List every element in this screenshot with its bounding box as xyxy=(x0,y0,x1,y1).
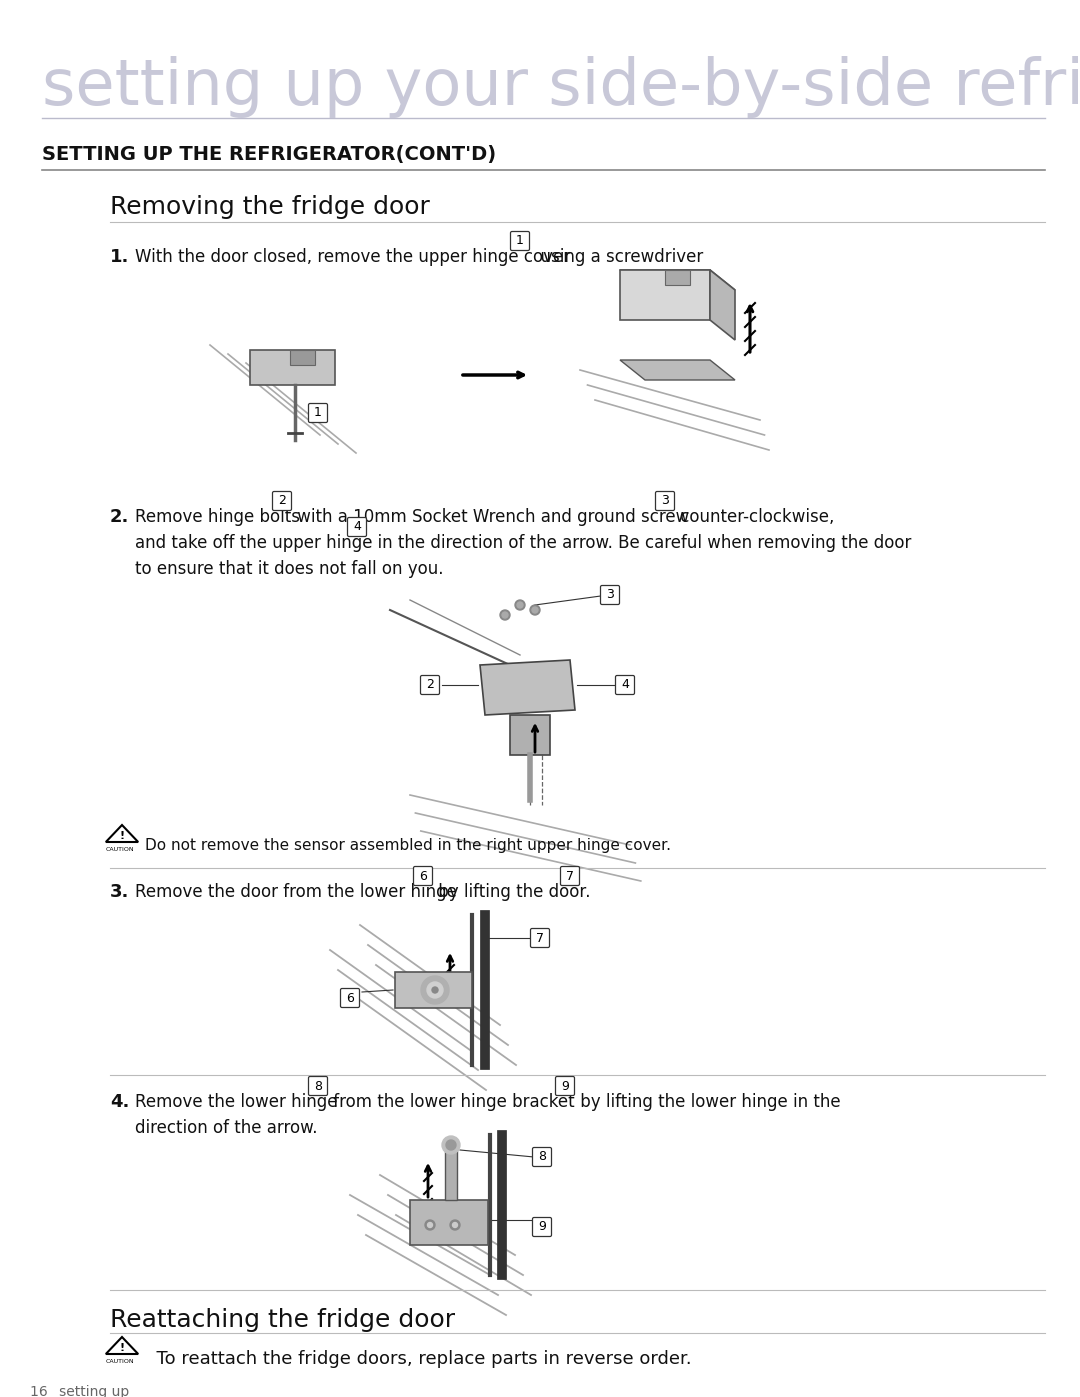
Text: by lifting the lower hinge in the: by lifting the lower hinge in the xyxy=(575,1092,840,1111)
Polygon shape xyxy=(510,715,550,754)
Text: 3: 3 xyxy=(661,495,669,507)
Polygon shape xyxy=(665,270,690,285)
Text: direction of the arrow.: direction of the arrow. xyxy=(135,1119,318,1137)
Text: and take off the upper hinge: and take off the upper hinge xyxy=(135,534,373,552)
Circle shape xyxy=(442,1136,460,1154)
FancyBboxPatch shape xyxy=(414,866,432,886)
Polygon shape xyxy=(620,360,735,380)
Text: with a 10mm Socket Wrench and ground screw: with a 10mm Socket Wrench and ground scr… xyxy=(292,509,689,527)
Text: With the door closed, remove the upper hinge cover: With the door closed, remove the upper h… xyxy=(135,249,570,265)
Text: Do not remove the sensor assembled in the right upper hinge cover.: Do not remove the sensor assembled in th… xyxy=(145,838,671,854)
Polygon shape xyxy=(106,826,138,842)
Text: CAUTION: CAUTION xyxy=(106,847,135,852)
Circle shape xyxy=(532,608,538,613)
Text: !: ! xyxy=(120,1343,124,1352)
Circle shape xyxy=(502,612,508,617)
Text: from the lower hinge bracket: from the lower hinge bracket xyxy=(328,1092,575,1111)
Circle shape xyxy=(450,1220,460,1229)
Text: 16_ setting up: 16_ setting up xyxy=(30,1384,130,1397)
Circle shape xyxy=(500,610,510,620)
Text: in the direction of the arrow. Be careful when removing the door: in the direction of the arrow. Be carefu… xyxy=(367,534,912,552)
Text: Reattaching the fridge door: Reattaching the fridge door xyxy=(110,1308,455,1331)
Polygon shape xyxy=(710,270,735,339)
Text: 9: 9 xyxy=(562,1080,569,1092)
FancyBboxPatch shape xyxy=(600,585,620,605)
FancyBboxPatch shape xyxy=(530,929,550,947)
Text: 3: 3 xyxy=(606,588,613,602)
Polygon shape xyxy=(410,1200,488,1245)
Text: Remove hinge bolts: Remove hinge bolts xyxy=(135,509,300,527)
Circle shape xyxy=(453,1222,458,1228)
Text: 8: 8 xyxy=(314,1080,322,1092)
Bar xyxy=(445,1146,457,1200)
Polygon shape xyxy=(291,351,315,365)
Text: 7: 7 xyxy=(536,932,544,944)
Text: 6: 6 xyxy=(346,992,354,1004)
Text: 1.: 1. xyxy=(110,249,130,265)
Text: using a screwdriver: using a screwdriver xyxy=(530,249,703,265)
Text: 2: 2 xyxy=(278,495,286,507)
Text: 6: 6 xyxy=(419,869,427,883)
Polygon shape xyxy=(249,351,335,386)
Text: to ensure that it does not fall on you.: to ensure that it does not fall on you. xyxy=(135,560,444,578)
FancyBboxPatch shape xyxy=(272,492,292,510)
Text: Remove the door from the lower hinge: Remove the door from the lower hinge xyxy=(135,883,457,901)
Text: Remove the lower hinge: Remove the lower hinge xyxy=(135,1092,337,1111)
Polygon shape xyxy=(395,972,472,1009)
Circle shape xyxy=(530,605,540,615)
Text: 4.: 4. xyxy=(110,1092,130,1111)
Text: 2.: 2. xyxy=(110,509,130,527)
FancyBboxPatch shape xyxy=(532,1147,552,1166)
Circle shape xyxy=(427,982,443,997)
Text: !: ! xyxy=(120,831,124,841)
Text: 2: 2 xyxy=(427,679,434,692)
Text: 1: 1 xyxy=(314,407,322,419)
Circle shape xyxy=(428,1222,432,1228)
FancyBboxPatch shape xyxy=(555,1077,575,1095)
Text: 7: 7 xyxy=(566,869,573,883)
Text: 9: 9 xyxy=(538,1221,545,1234)
Text: 1: 1 xyxy=(516,235,524,247)
Polygon shape xyxy=(620,270,710,320)
Text: .: . xyxy=(580,883,591,901)
Polygon shape xyxy=(620,270,735,291)
Text: 4: 4 xyxy=(353,521,361,534)
Text: SETTING UP THE REFRIGERATOR(CONT'D): SETTING UP THE REFRIGERATOR(CONT'D) xyxy=(42,145,496,163)
Text: by lifting the door: by lifting the door xyxy=(433,883,586,901)
Circle shape xyxy=(515,599,525,610)
Circle shape xyxy=(517,602,523,608)
FancyBboxPatch shape xyxy=(561,866,580,886)
FancyBboxPatch shape xyxy=(348,517,366,536)
Text: setting up your side-by-side refrigerator: setting up your side-by-side refrigerato… xyxy=(42,56,1080,117)
Text: 8: 8 xyxy=(538,1151,546,1164)
FancyBboxPatch shape xyxy=(532,1218,552,1236)
Circle shape xyxy=(426,1220,435,1229)
Circle shape xyxy=(432,988,438,993)
Text: To reattach the fridge doors, replace parts in reverse order.: To reattach the fridge doors, replace pa… xyxy=(145,1350,691,1368)
Text: 4: 4 xyxy=(621,679,629,692)
FancyBboxPatch shape xyxy=(511,232,529,250)
FancyBboxPatch shape xyxy=(656,492,675,510)
Text: CAUTION: CAUTION xyxy=(106,1359,135,1363)
FancyBboxPatch shape xyxy=(616,676,635,694)
FancyBboxPatch shape xyxy=(420,676,440,694)
Polygon shape xyxy=(480,659,575,715)
Circle shape xyxy=(421,977,449,1004)
Text: 3.: 3. xyxy=(110,883,130,901)
Text: counter-clockwise,: counter-clockwise, xyxy=(675,509,835,527)
FancyBboxPatch shape xyxy=(340,989,360,1007)
FancyBboxPatch shape xyxy=(309,1077,327,1095)
Circle shape xyxy=(446,1140,456,1150)
Polygon shape xyxy=(106,1337,138,1354)
FancyBboxPatch shape xyxy=(309,404,327,422)
Text: Removing the fridge door: Removing the fridge door xyxy=(110,196,430,219)
